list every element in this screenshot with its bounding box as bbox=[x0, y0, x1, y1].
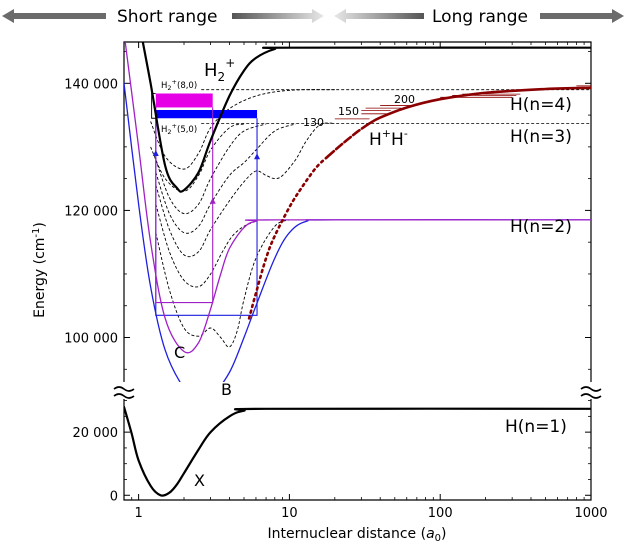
state-x-label: X bbox=[194, 471, 205, 490]
axes-frames bbox=[113, 41, 602, 501]
dashed-rydberg-curve bbox=[150, 89, 335, 170]
curve-x bbox=[124, 405, 591, 497]
dashed-rydberg-curve bbox=[155, 219, 290, 348]
left-axis-break-icon bbox=[113, 386, 135, 399]
x-axis-label: Internuclear distance (a0) bbox=[267, 526, 446, 544]
rydberg-150-label: 150 bbox=[338, 105, 359, 118]
vibrational-band bbox=[155, 110, 258, 119]
short-range-gradient-arrow-icon bbox=[232, 9, 324, 23]
h-n3-label: H(n=3) bbox=[510, 127, 572, 147]
band-5-0-label: H2+(5,0) bbox=[161, 122, 197, 136]
long-range-label: Long range bbox=[432, 7, 528, 27]
y-tick-label: 0 bbox=[110, 489, 118, 504]
right-axis-break-icon bbox=[580, 386, 602, 399]
upper-axes-frame bbox=[123, 41, 592, 382]
y-axis-label: Energy (cm-1) bbox=[31, 222, 48, 318]
dashed-rydberg-curve bbox=[155, 203, 257, 288]
left-arrow-icon bbox=[2, 9, 106, 23]
range-banner: Short range Long range bbox=[2, 7, 624, 27]
dashed-rydberg-curve bbox=[150, 123, 245, 192]
short-range-label: Short range bbox=[117, 7, 217, 27]
x-tick-label: 1000 bbox=[574, 506, 607, 521]
y-tick-label: 20 000 bbox=[73, 426, 119, 441]
h-n1-label: H(n=1) bbox=[505, 417, 567, 437]
x-tick-label: 100 bbox=[428, 506, 453, 521]
lower-axes-frame bbox=[123, 399, 592, 501]
rydberg-200-label: 200 bbox=[394, 93, 415, 106]
h-n4-label: H(n=4) bbox=[510, 95, 572, 115]
x-tick-label: 1 bbox=[134, 506, 142, 521]
transition-arrow-icon bbox=[209, 197, 216, 204]
transition-line bbox=[155, 107, 214, 304]
y-tick-label: 120 000 bbox=[64, 204, 118, 219]
curve-h2- bbox=[141, 42, 591, 193]
axis-ticks: 1 10 100 1000 100 000 120 000 140 000 0 20 000 bbox=[64, 42, 608, 521]
y-tick-label: 100 000 bbox=[64, 332, 118, 347]
x-tick-label: 10 bbox=[281, 506, 298, 521]
ion-pair-label: H+H- bbox=[369, 127, 408, 150]
y-tick-label: 140 000 bbox=[64, 77, 118, 92]
curve-h-h-dashed bbox=[326, 122, 371, 158]
dashed-rydberg-curve bbox=[155, 123, 267, 215]
curve-c bbox=[124, 42, 591, 354]
band-bracket bbox=[151, 93, 156, 119]
h2-plus-label: H2+ bbox=[204, 56, 235, 84]
state-b-label: B bbox=[221, 380, 232, 399]
curve-h-h-solid bbox=[368, 86, 591, 125]
dashed-rydberg-curve bbox=[155, 123, 296, 234]
right-arrow-icon bbox=[540, 9, 624, 23]
lower-panel-plot bbox=[124, 405, 591, 497]
upper-panel-plot bbox=[124, 42, 591, 382]
rydberg-130-label: 130 bbox=[303, 116, 324, 129]
transition-arrow-icon bbox=[254, 153, 261, 160]
band-8-0-label: H2+(8,0) bbox=[161, 78, 197, 92]
transition-arrow-icon bbox=[152, 150, 159, 157]
vibrational-band bbox=[155, 93, 213, 108]
dashed-rydberg-curve bbox=[155, 122, 335, 258]
curve-h-h-dotted bbox=[247, 155, 330, 320]
state-c-label: C bbox=[174, 343, 185, 362]
long-range-gradient-arrow-icon bbox=[334, 9, 424, 23]
h-n2-label: H(n=2) bbox=[510, 217, 572, 237]
